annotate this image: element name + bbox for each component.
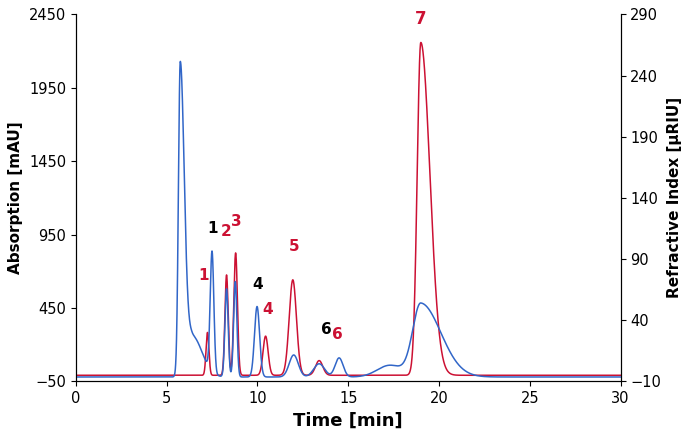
Text: 4: 4 (252, 277, 263, 292)
Text: 7: 7 (415, 10, 426, 28)
Y-axis label: Refractive Index [μRIU]: Refractive Index [μRIU] (667, 97, 682, 298)
Text: 4: 4 (262, 302, 273, 317)
Text: 1: 1 (199, 268, 209, 283)
Text: 6: 6 (321, 322, 332, 337)
Y-axis label: Absorption [mAU]: Absorption [mAU] (8, 122, 23, 274)
Text: 1: 1 (208, 221, 218, 236)
Text: 6: 6 (332, 327, 343, 342)
Text: 2: 2 (221, 224, 232, 239)
Text: 3: 3 (230, 214, 241, 229)
X-axis label: Time [min]: Time [min] (293, 412, 403, 430)
Text: 5: 5 (288, 239, 299, 254)
